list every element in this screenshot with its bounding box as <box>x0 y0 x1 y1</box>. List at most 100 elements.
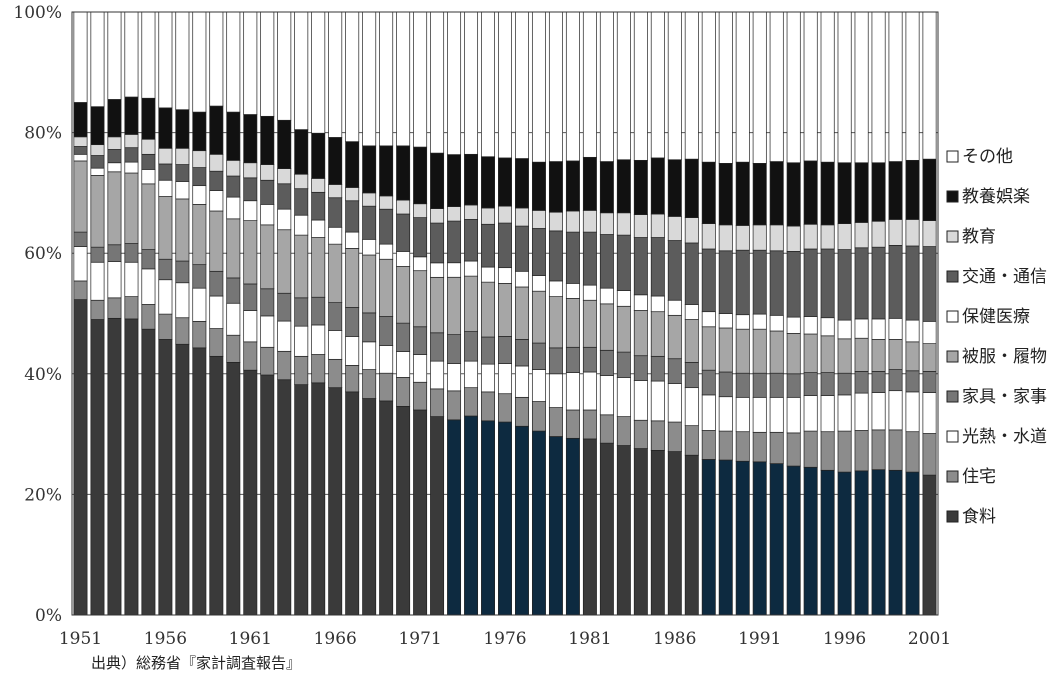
bar-stack-1989 <box>718 11 733 616</box>
bar-stack-1982 <box>599 11 614 616</box>
bar-segment <box>464 204 479 220</box>
bar-stack-1955 <box>141 11 156 616</box>
legend-item: その他 <box>946 147 1013 167</box>
bar-segment <box>277 208 292 231</box>
bar-segment <box>464 275 479 332</box>
bar-segment <box>616 351 631 378</box>
bar-segment <box>803 466 818 616</box>
bar-segment <box>413 409 428 616</box>
bar-segment <box>650 380 665 422</box>
legend-item: 教養娯楽 <box>946 187 1030 207</box>
legend-item: 食料 <box>946 507 996 527</box>
bar-segment <box>888 390 903 431</box>
bar-segment <box>141 153 156 170</box>
bar-segment <box>888 245 903 319</box>
x-tick-label: 1981 <box>568 629 611 649</box>
bar-segment <box>192 287 207 322</box>
bar-segment <box>922 220 937 247</box>
bar-stack-1953 <box>107 11 122 616</box>
legend-label: 交通・通信 <box>962 267 1047 287</box>
bar-stack-1962 <box>260 11 275 616</box>
bar-segment <box>141 169 156 185</box>
bar-segment <box>498 283 512 337</box>
legend-label: 被服・履物 <box>962 347 1047 367</box>
bar-segment <box>396 213 411 252</box>
bar-segment <box>837 372 852 396</box>
bar-segment <box>379 145 394 197</box>
bar-segment <box>90 261 105 301</box>
bars <box>73 11 937 616</box>
bar-segment <box>498 421 512 616</box>
bar-segment <box>481 391 495 422</box>
bar-segment <box>531 210 546 229</box>
bar-segment <box>531 275 546 292</box>
bar-segment <box>854 337 869 372</box>
bar-segment <box>786 465 801 616</box>
bar-segment <box>922 343 937 372</box>
bar-stack-1971 <box>413 11 428 616</box>
bar-segment <box>209 190 224 212</box>
bar-segment <box>498 11 512 159</box>
bar-stack-1993 <box>786 11 801 616</box>
bar-segment <box>141 183 156 250</box>
bar-segment <box>820 469 835 616</box>
bar-stack-1992 <box>769 11 784 616</box>
bar-segment <box>294 173 309 190</box>
bar-segment <box>158 107 173 149</box>
bar-segment <box>328 11 343 138</box>
bar-segment <box>413 381 428 411</box>
bar-segment <box>294 11 309 130</box>
bar-segment <box>582 11 597 158</box>
bar-segment <box>345 11 360 142</box>
bar-segment <box>548 407 563 437</box>
bar-segment <box>447 419 462 616</box>
bar-segment <box>430 276 445 334</box>
bar-segment <box>854 430 869 472</box>
bar-segment <box>616 290 631 307</box>
bar-segment <box>650 311 665 357</box>
legend-swatch <box>946 150 959 163</box>
bar-segment <box>481 207 495 225</box>
bar-segment <box>922 246 937 322</box>
bar-segment <box>243 283 258 311</box>
bar-segment <box>820 248 835 319</box>
bar-segment <box>379 195 394 210</box>
bar-segment <box>430 332 445 362</box>
bar-segment <box>90 155 105 169</box>
bar-segment <box>837 223 852 250</box>
bar-segment <box>73 299 88 616</box>
legend-item: 教育 <box>946 227 996 247</box>
bar-segment <box>209 295 224 329</box>
bar-segment <box>430 152 445 209</box>
bar-segment <box>633 310 648 357</box>
bar-segment <box>922 433 937 476</box>
bar-segment <box>175 164 190 182</box>
bar-segment <box>888 339 903 370</box>
bar-segment <box>752 461 767 616</box>
bar-segment <box>328 302 343 331</box>
bar-segment <box>735 431 750 462</box>
bar-segment <box>633 448 648 616</box>
bar-segment <box>413 270 428 328</box>
bar-segment <box>667 159 682 217</box>
bar-segment <box>328 137 343 185</box>
bar-segment <box>684 217 699 244</box>
bar-segment <box>701 161 716 225</box>
bar-segment <box>905 370 920 393</box>
bar-segment <box>107 317 122 616</box>
bar-segment <box>90 299 105 320</box>
bar-segment <box>803 395 818 432</box>
bar-segment <box>90 246 105 263</box>
bar-segment <box>175 282 190 319</box>
bar-segment <box>243 369 258 616</box>
bar-segment <box>345 200 360 233</box>
bar-segment <box>531 290 546 344</box>
bar-segment <box>447 154 462 207</box>
bar-segment <box>498 205 512 224</box>
bar-segment <box>158 11 173 109</box>
bar-segment <box>752 396 767 433</box>
bar-segment <box>294 384 309 616</box>
bar-segment <box>548 161 563 213</box>
bar-segment <box>498 222 512 269</box>
bar-segment <box>854 162 869 223</box>
